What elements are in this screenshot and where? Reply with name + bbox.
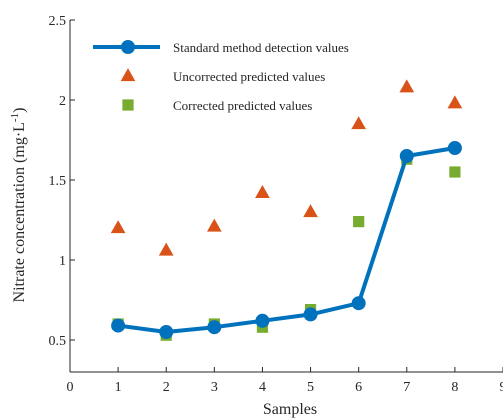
- data-point: [448, 95, 463, 108]
- x-tick-label: 0: [67, 380, 74, 395]
- x-tick-label: 2: [163, 380, 170, 395]
- data-point: [160, 326, 173, 339]
- x-tick-label: 8: [451, 380, 458, 395]
- series-circle: [112, 142, 462, 339]
- y-axis-label-exponent: -1: [9, 113, 21, 122]
- series-line: [118, 148, 455, 332]
- data-point: [208, 321, 221, 334]
- data-point: [207, 219, 222, 232]
- data-point: [303, 204, 318, 217]
- legend-marker: [121, 68, 136, 81]
- data-point: [159, 243, 174, 256]
- data-point: [255, 185, 270, 198]
- data-point: [351, 116, 366, 129]
- legend: Standard method detection values Uncorrec…: [93, 40, 349, 113]
- y-tick-label: 2: [59, 94, 66, 109]
- legend-marker: [122, 99, 133, 110]
- legend-label: Standard method detection values: [173, 40, 349, 55]
- data-point: [400, 150, 413, 163]
- legend-label: Corrected predicted values: [173, 98, 312, 113]
- x-tick-label: 5: [307, 380, 314, 395]
- x-tick-label: 4: [259, 380, 266, 395]
- x-tick-label: 6: [355, 380, 362, 395]
- y-axis-label-unit: ·L: [11, 122, 28, 137]
- data-point: [112, 319, 125, 332]
- data-point: [111, 220, 126, 233]
- legend-marker: [122, 41, 135, 54]
- x-ticks: 0 1 2 3 4 5 6 7 8 9: [67, 367, 503, 395]
- x-tick-label: 1: [115, 380, 122, 395]
- data-point: [353, 216, 364, 227]
- legend-item: Uncorrected predicted values: [121, 68, 326, 84]
- y-tick-label: 2.5: [49, 14, 67, 29]
- data-point: [352, 297, 365, 310]
- plot-area: [111, 79, 462, 340]
- legend-item: Standard method detection values: [93, 40, 349, 55]
- x-axis-label: Samples: [263, 401, 317, 418]
- y-ticks: 0.5 1 1.5 2 2.5: [49, 14, 76, 349]
- y-axis-label: Nitrate concentration (mg·L-1): [9, 108, 28, 303]
- data-point: [256, 314, 269, 327]
- legend-label: Uncorrected predicted values: [173, 69, 325, 84]
- y-tick-label: 1: [59, 254, 66, 269]
- x-tick-label: 7: [403, 380, 410, 395]
- y-axis-label-close: ): [11, 108, 28, 113]
- data-point: [399, 79, 414, 92]
- y-tick-label: 0.5: [49, 334, 67, 349]
- x-tick-label: 9: [500, 380, 503, 395]
- data-point: [448, 142, 461, 155]
- data-point: [304, 308, 317, 321]
- data-point: [449, 166, 460, 177]
- legend-item: Corrected predicted values: [122, 98, 312, 113]
- y-tick-label: 1.5: [49, 174, 67, 189]
- y-axis-label-base: Nitrate concentration (mg: [11, 137, 28, 302]
- x-tick-label: 3: [211, 380, 218, 395]
